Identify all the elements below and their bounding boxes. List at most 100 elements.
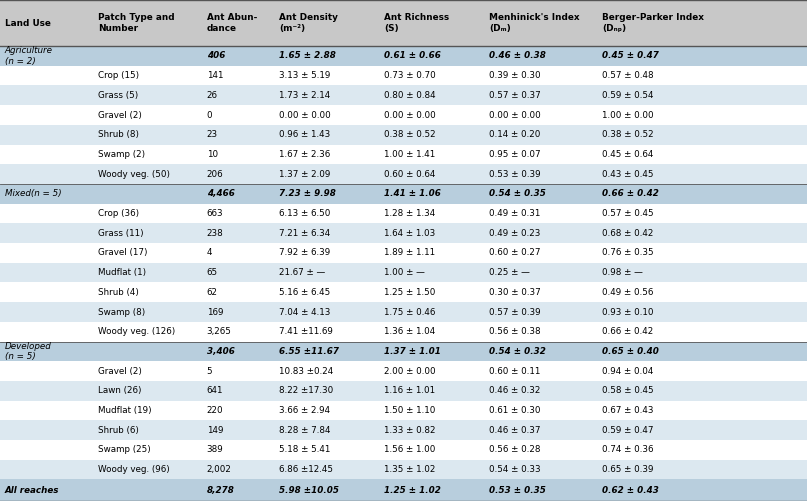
Text: 0.46 ± 0.32: 0.46 ± 0.32 (489, 386, 541, 395)
Text: 0.49 ± 0.31: 0.49 ± 0.31 (489, 209, 541, 218)
Text: 1.00 ± —: 1.00 ± — (384, 268, 425, 277)
Text: Woody veg. (126): Woody veg. (126) (98, 327, 175, 336)
Text: 3,265: 3,265 (207, 327, 232, 336)
Text: 7.04 ± 4.13: 7.04 ± 4.13 (279, 308, 331, 317)
Text: 0.96 ± 1.43: 0.96 ± 1.43 (279, 130, 331, 139)
Text: 0.80 ± 0.84: 0.80 ± 0.84 (384, 91, 436, 100)
Text: 206: 206 (207, 170, 224, 179)
Text: 0.60 ± 0.27: 0.60 ± 0.27 (489, 248, 541, 258)
Text: Menhinick's Index
(Dₘ): Menhinick's Index (Dₘ) (489, 13, 579, 33)
Text: 0.54 ± 0.32: 0.54 ± 0.32 (489, 347, 546, 356)
Text: 4,466: 4,466 (207, 189, 235, 198)
Text: 6.86 ±12.45: 6.86 ±12.45 (279, 465, 333, 474)
Text: 1.65 ± 2.88: 1.65 ± 2.88 (279, 52, 336, 61)
Bar (0, 401, 807, 420)
Text: 0.65 ± 0.40: 0.65 ± 0.40 (602, 347, 659, 356)
Text: 1.73 ± 2.14: 1.73 ± 2.14 (279, 91, 331, 100)
Text: 1.64 ± 1.03: 1.64 ± 1.03 (384, 229, 436, 238)
Bar (0, 342, 807, 361)
Text: Mudflat (19): Mudflat (19) (98, 406, 151, 415)
Text: 1.89 ± 1.11: 1.89 ± 1.11 (384, 248, 435, 258)
Text: Swamp (25): Swamp (25) (98, 445, 150, 454)
Text: Agriculture
(n = 2): Agriculture (n = 2) (5, 46, 52, 66)
Text: 0.57 ± 0.37: 0.57 ± 0.37 (489, 91, 541, 100)
Bar (0, 86, 807, 105)
Text: 26: 26 (207, 91, 218, 100)
Text: 0.43 ± 0.45: 0.43 ± 0.45 (602, 170, 654, 179)
Text: 0.57 ± 0.45: 0.57 ± 0.45 (602, 209, 654, 218)
Text: 5.16 ± 6.45: 5.16 ± 6.45 (279, 288, 331, 297)
Text: Swamp (2): Swamp (2) (98, 150, 144, 159)
Text: 3,406: 3,406 (207, 347, 235, 356)
Text: Ant Abun-
dance: Ant Abun- dance (207, 13, 257, 33)
Bar (0, 125, 807, 145)
Bar (0, 145, 807, 164)
Text: 0.39 ± 0.30: 0.39 ± 0.30 (489, 71, 541, 80)
Bar (0, 66, 807, 86)
Text: 1.67 ± 2.36: 1.67 ± 2.36 (279, 150, 331, 159)
Bar (0, 105, 807, 125)
Text: 0.61 ± 0.66: 0.61 ± 0.66 (384, 52, 441, 61)
Text: 0.95 ± 0.07: 0.95 ± 0.07 (489, 150, 541, 159)
Text: All reaches: All reaches (5, 486, 60, 494)
Text: 1.28 ± 1.34: 1.28 ± 1.34 (384, 209, 436, 218)
Bar (0, 479, 807, 501)
Text: 0.46 ± 0.37: 0.46 ± 0.37 (489, 426, 541, 435)
Text: Developed
(n = 5): Developed (n = 5) (5, 342, 52, 361)
Text: 0.59 ± 0.47: 0.59 ± 0.47 (602, 426, 654, 435)
Bar (0, 361, 807, 381)
Text: 0.25 ± —: 0.25 ± — (489, 268, 530, 277)
Text: 0.65 ± 0.39: 0.65 ± 0.39 (602, 465, 654, 474)
Text: 0.49 ± 0.23: 0.49 ± 0.23 (489, 229, 541, 238)
Text: 0.62 ± 0.43: 0.62 ± 0.43 (602, 486, 659, 494)
Bar (0, 46, 807, 66)
Text: 62: 62 (207, 288, 218, 297)
Text: 0.54 ± 0.35: 0.54 ± 0.35 (489, 189, 546, 198)
Text: Grass (11): Grass (11) (98, 229, 144, 238)
Text: Land Use: Land Use (5, 19, 51, 28)
Text: 23: 23 (207, 130, 218, 139)
Text: Gravel (2): Gravel (2) (98, 367, 141, 376)
Bar (0, 243, 807, 263)
Text: Mixed(n = 5): Mixed(n = 5) (5, 189, 61, 198)
Text: Crop (15): Crop (15) (98, 71, 139, 80)
Text: 0.53 ± 0.39: 0.53 ± 0.39 (489, 170, 541, 179)
Text: 5.98 ±10.05: 5.98 ±10.05 (279, 486, 339, 494)
Text: 389: 389 (207, 445, 224, 454)
Text: 1.00 ± 0.00: 1.00 ± 0.00 (602, 111, 654, 120)
Text: Patch Type and
Number: Patch Type and Number (98, 13, 174, 33)
Text: Berger-Parker Index
(Dₙₚ): Berger-Parker Index (Dₙₚ) (602, 13, 704, 33)
Text: 1.25 ± 1.50: 1.25 ± 1.50 (384, 288, 436, 297)
Text: 3.13 ± 5.19: 3.13 ± 5.19 (279, 71, 331, 80)
Text: 1.35 ± 1.02: 1.35 ± 1.02 (384, 465, 436, 474)
Bar (0, 302, 807, 322)
Text: 0.57 ± 0.48: 0.57 ± 0.48 (602, 71, 654, 80)
Text: 21.67 ± —: 21.67 ± — (279, 268, 325, 277)
Text: 2,002: 2,002 (207, 465, 232, 474)
Text: 0.53 ± 0.35: 0.53 ± 0.35 (489, 486, 546, 494)
Text: 10.83 ±0.24: 10.83 ±0.24 (279, 367, 333, 376)
Text: 0.68 ± 0.42: 0.68 ± 0.42 (602, 229, 654, 238)
Text: 0.74 ± 0.36: 0.74 ± 0.36 (602, 445, 654, 454)
Text: 238: 238 (207, 229, 224, 238)
Bar (0, 322, 807, 342)
Text: 1.56 ± 1.00: 1.56 ± 1.00 (384, 445, 436, 454)
Bar (0, 381, 807, 401)
Bar (0, 0, 807, 46)
Text: 0.14 ± 0.20: 0.14 ± 0.20 (489, 130, 541, 139)
Bar (0, 204, 807, 223)
Text: 0.66 ± 0.42: 0.66 ± 0.42 (602, 189, 659, 198)
Text: 7.92 ± 6.39: 7.92 ± 6.39 (279, 248, 331, 258)
Text: 10: 10 (207, 150, 218, 159)
Text: 1.37 ± 2.09: 1.37 ± 2.09 (279, 170, 331, 179)
Text: 0.46 ± 0.38: 0.46 ± 0.38 (489, 52, 546, 61)
Text: Woody veg. (96): Woody veg. (96) (98, 465, 169, 474)
Text: 0.38 ± 0.52: 0.38 ± 0.52 (602, 130, 654, 139)
Text: 0.49 ± 0.56: 0.49 ± 0.56 (602, 288, 654, 297)
Text: 0.54 ± 0.33: 0.54 ± 0.33 (489, 465, 541, 474)
Text: 0.66 ± 0.42: 0.66 ± 0.42 (602, 327, 654, 336)
Text: 3.66 ± 2.94: 3.66 ± 2.94 (279, 406, 330, 415)
Text: 7.41 ±11.69: 7.41 ±11.69 (279, 327, 333, 336)
Text: 0.94 ± 0.04: 0.94 ± 0.04 (602, 367, 654, 376)
Bar (0, 460, 807, 479)
